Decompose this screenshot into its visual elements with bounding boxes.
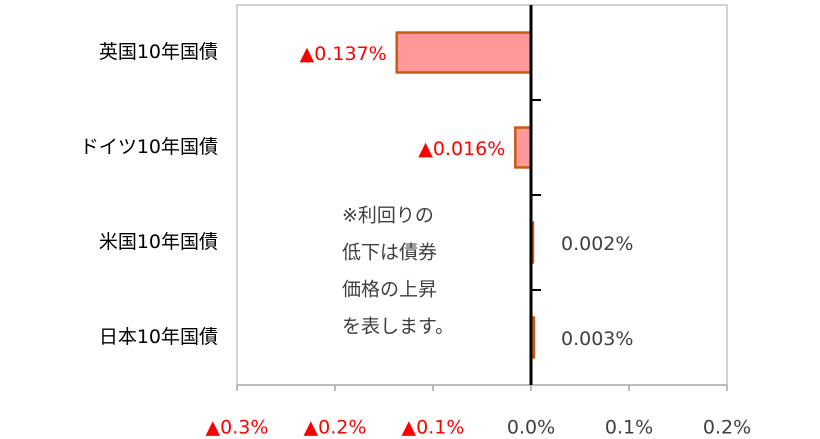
y-tick-label: 米国10年国債 [99,231,218,253]
bar [514,126,533,169]
value-label: 0.002% [561,233,633,255]
y-tick-label: 日本10年国債 [99,326,218,348]
annotation: 価格の上昇 [342,279,437,301]
value-label: 0.003% [561,328,633,350]
y-tick-label: 英国10年国債 [99,41,218,63]
x-tick-label: ▲0.3% [206,417,269,439]
annotation: 低下は債券 [342,242,437,264]
x-tick-label: 0.1% [605,417,653,439]
value-label: ▲0.137% [300,43,387,65]
x-tick-label: 0.2% [703,417,751,439]
annotation: ※利回りの [342,205,434,227]
x-tick-label: ▲0.2% [304,417,367,439]
annotation: を表します。 [342,316,454,338]
value-label: ▲0.016% [418,138,505,160]
x-tick-label: ▲0.1% [402,417,465,439]
y-tick-label: ドイツ10年国債 [80,136,218,158]
x-tick-label: 0.0% [507,417,555,439]
bar [395,31,533,74]
